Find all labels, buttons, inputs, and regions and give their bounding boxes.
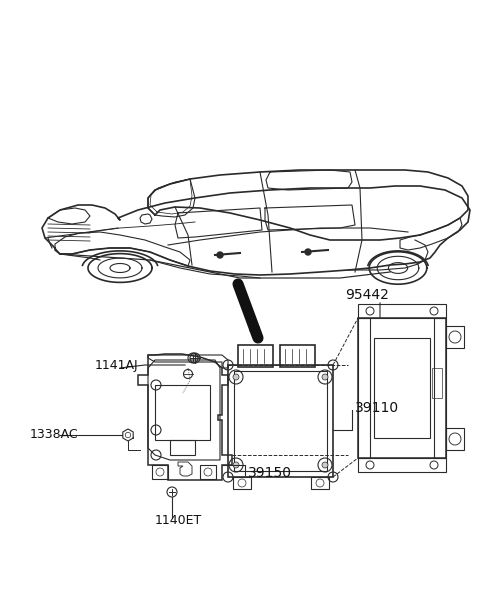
Bar bbox=[200, 465, 216, 479]
Text: 39150: 39150 bbox=[248, 466, 292, 480]
Text: 1140ET: 1140ET bbox=[155, 514, 202, 526]
Text: 39110: 39110 bbox=[355, 401, 399, 415]
Bar bbox=[358, 304, 446, 318]
Bar bbox=[152, 465, 168, 479]
Bar bbox=[228, 365, 333, 477]
Text: 1141AJ: 1141AJ bbox=[95, 359, 139, 371]
Circle shape bbox=[233, 374, 239, 380]
Bar bbox=[374, 338, 430, 438]
Bar bbox=[238, 345, 273, 367]
Bar bbox=[234, 371, 327, 471]
Text: 1338AC: 1338AC bbox=[30, 429, 79, 441]
Bar bbox=[311, 477, 329, 489]
Circle shape bbox=[217, 252, 223, 258]
Circle shape bbox=[305, 249, 311, 255]
Circle shape bbox=[322, 462, 328, 468]
Bar bbox=[434, 318, 446, 458]
Bar bbox=[233, 477, 251, 489]
Circle shape bbox=[322, 374, 328, 380]
Bar bbox=[358, 458, 446, 472]
Circle shape bbox=[233, 462, 239, 468]
Bar bbox=[358, 318, 446, 458]
Bar bbox=[280, 345, 315, 367]
Bar bbox=[358, 318, 370, 458]
Text: 95442: 95442 bbox=[345, 288, 389, 302]
Bar bbox=[432, 368, 442, 398]
